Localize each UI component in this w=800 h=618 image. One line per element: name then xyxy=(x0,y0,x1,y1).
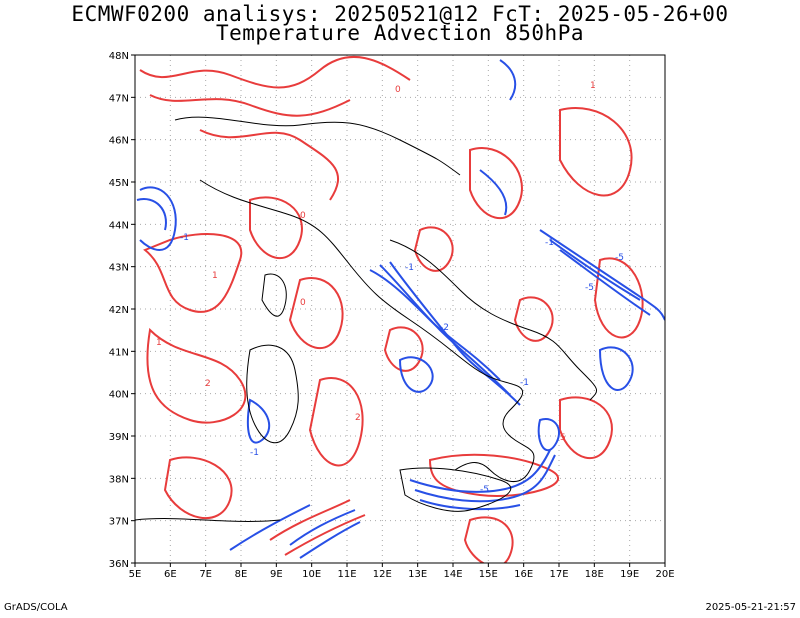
lat-label: 42N xyxy=(109,305,129,316)
contour-value-label: 5 xyxy=(560,433,566,443)
contour-labels: -1 1 1 0 -1 -1 -5 -5 -1 -2 2 2 -5 1 -1 0 0 5 xyxy=(156,81,624,495)
cold-advection-contours xyxy=(136,59,665,559)
map-title-line2: Temperature Advection 850hPa xyxy=(215,21,584,45)
lon-label: 11E xyxy=(337,569,356,580)
lat-label: 47N xyxy=(109,93,129,104)
contour-value-label: -5 xyxy=(585,283,594,293)
lat-label: 48N xyxy=(109,51,129,62)
contour-value-label: 1 xyxy=(156,338,162,348)
lon-label: 6E xyxy=(164,569,177,580)
contour-value-label: 0 xyxy=(395,85,401,95)
contour-value-label: 0 xyxy=(300,211,306,221)
lat-label: 36N xyxy=(109,559,129,570)
lat-label: 40N xyxy=(109,390,129,401)
lat-label: 45N xyxy=(109,178,129,189)
footer-timestamp: 2025-05-21-21:57 xyxy=(705,602,796,613)
lon-label: 12E xyxy=(373,569,392,580)
lon-label: 9E xyxy=(270,569,283,580)
lat-label: 43N xyxy=(109,263,129,274)
contour-value-label: -5 xyxy=(615,253,624,263)
lon-label: 13E xyxy=(408,569,427,580)
contour-value-label: -1 xyxy=(405,263,414,273)
axis-labels: 48N47N46N45N44N43N42N41N40N39N38N37N36N5… xyxy=(109,51,675,580)
lon-label: 14E xyxy=(443,569,462,580)
contour-value-label: 2 xyxy=(355,413,361,423)
contour-value-label: 1 xyxy=(212,271,218,281)
contour-value-label: -1 xyxy=(545,238,554,248)
lon-label: 16E xyxy=(514,569,533,580)
lon-label: 20E xyxy=(655,569,674,580)
lon-label: 10E xyxy=(302,569,321,580)
coastline xyxy=(135,116,598,522)
contour-value-label: -5 xyxy=(480,485,489,495)
lon-label: 17E xyxy=(549,569,568,580)
lon-label: 8E xyxy=(235,569,248,580)
contour-value-label: 2 xyxy=(205,379,211,389)
warm-advection-contours xyxy=(139,55,644,563)
lat-label: 44N xyxy=(109,220,129,231)
lon-label: 18E xyxy=(585,569,604,580)
lat-label: 39N xyxy=(109,432,129,443)
contour-value-label: -1 xyxy=(520,378,529,388)
lon-label: 19E xyxy=(620,569,639,580)
lon-label: 15E xyxy=(479,569,498,580)
map-title-line1: ECMWF0200 analisys: 20250521@12 FcT: 202… xyxy=(71,2,729,26)
lat-label: 38N xyxy=(109,474,129,485)
footer-software-credit: GrADS/COLA xyxy=(4,602,68,613)
contour-value-label: 1 xyxy=(590,81,596,91)
contour-value-label: -1 xyxy=(250,448,259,458)
lat-label: 46N xyxy=(109,136,129,147)
contour-value-label: 0 xyxy=(300,298,306,308)
lon-label: 5E xyxy=(129,569,142,580)
lat-label: 41N xyxy=(109,347,129,358)
contour-value-label: -1 xyxy=(180,233,189,243)
lon-label: 7E xyxy=(199,569,212,580)
lat-label: 37N xyxy=(109,517,129,528)
contour-value-label: -2 xyxy=(440,323,449,333)
